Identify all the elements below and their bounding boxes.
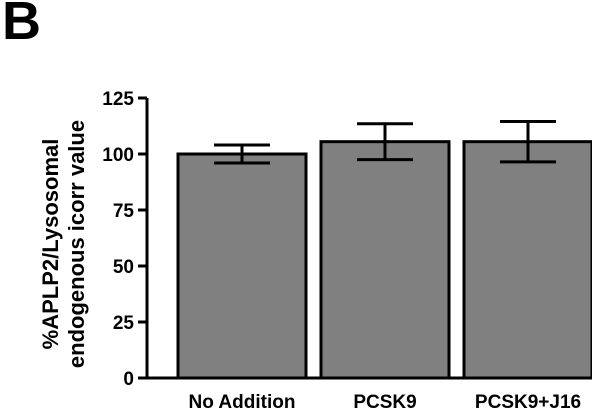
bar (462, 140, 592, 380)
y-tick-label: 50 (113, 257, 134, 278)
bar (176, 152, 308, 380)
y-tick-label: 0 (123, 369, 134, 390)
panel-label: B (2, 0, 41, 51)
bars (176, 140, 592, 380)
y-ticks: 0 25 50 75 100 125 (102, 89, 147, 390)
x-tick-label: No Addition (189, 392, 296, 413)
y-axis-label-line: endogenous icorr value (64, 120, 89, 368)
y-tick-label: 75 (113, 201, 135, 222)
y-tick-label: 25 (113, 313, 135, 334)
y-axis-label: %APLP2/Lysosomal endogenous icorr value (38, 120, 89, 368)
x-tick-label: PCSK9 (353, 392, 416, 413)
y-tick-label: 100 (102, 145, 134, 166)
y-axis-label-line: %APLP2/Lysosomal (38, 139, 63, 350)
y-tick-label: 125 (102, 89, 134, 110)
x-tick-labels: No Addition PCSK9 PCSK9+J16 (189, 392, 582, 413)
x-tick-label: PCSK9+J16 (475, 392, 581, 413)
error-bars (214, 120, 556, 165)
bar (319, 140, 451, 380)
